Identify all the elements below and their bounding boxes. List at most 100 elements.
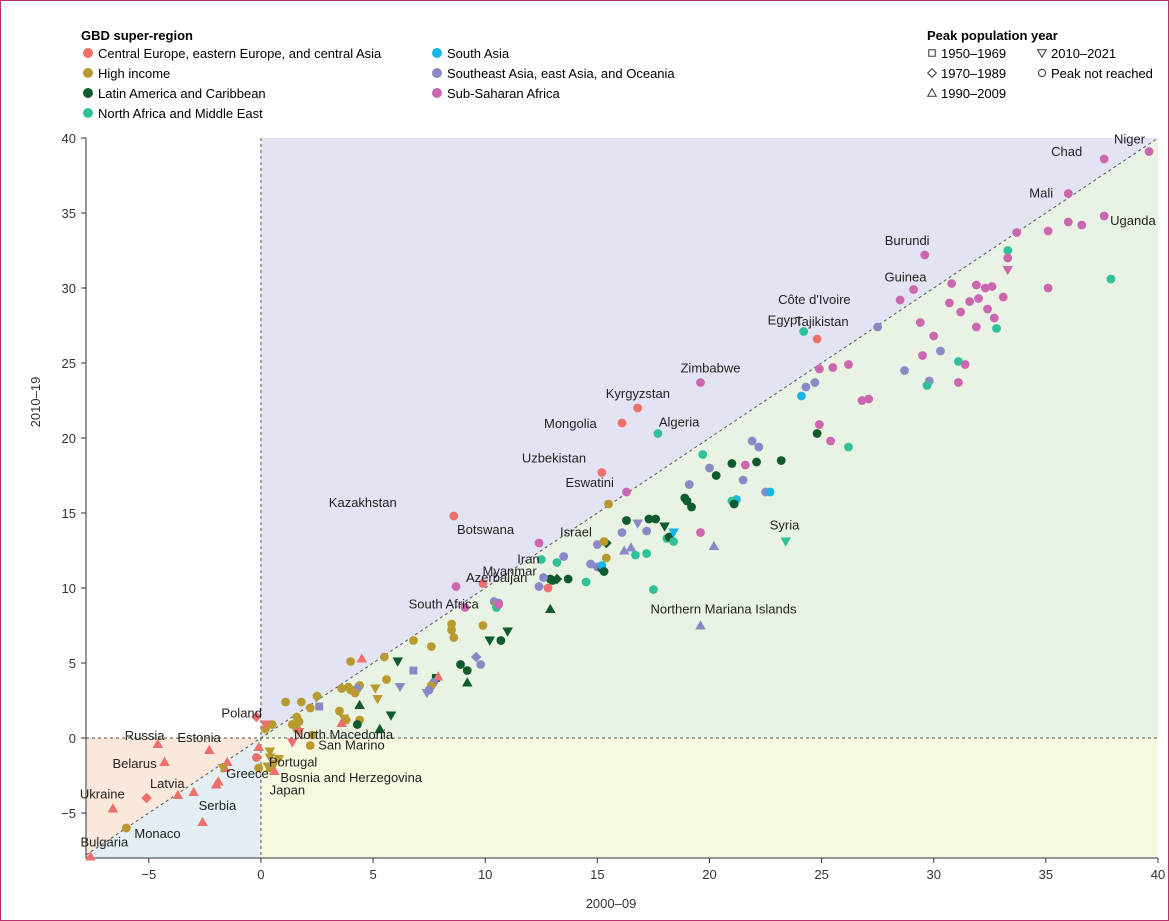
data-point: [478, 579, 488, 588]
data-point: [711, 471, 721, 480]
data-point: [305, 703, 315, 713]
data-point-labeled: [909, 285, 918, 294]
data-point: [496, 636, 506, 645]
data-point: [252, 753, 261, 762]
data-point: [983, 304, 992, 314]
data-point: [960, 360, 970, 369]
data-point: [844, 360, 853, 369]
data-point-labeled: [260, 720, 271, 730]
point-label: Mali: [1029, 186, 1053, 201]
data-point-labeled: [812, 334, 822, 344]
data-point: [281, 697, 290, 707]
legend-peak-label: 1950–1969: [941, 46, 1006, 61]
legend-peak-label: Peak not reached: [1051, 66, 1153, 81]
data-point: [1077, 220, 1087, 230]
legends: GBD super-region Central Europe, eastern …: [81, 28, 1153, 121]
data-point: [801, 382, 811, 392]
point-label: Algeria: [659, 415, 700, 430]
legend-region-label: North Africa and Middle East: [98, 106, 263, 121]
y-tick-label: 25: [62, 356, 76, 371]
x-tick-label: 35: [1039, 867, 1053, 882]
data-point: [141, 792, 152, 804]
y-tick-label: 0: [69, 731, 76, 746]
data-point-labeled: [696, 378, 705, 387]
data-point: [394, 683, 406, 693]
data-point-labeled: [695, 620, 706, 630]
data-point: [828, 363, 838, 372]
data-point: [335, 706, 344, 716]
x-tick-label: 5: [369, 867, 376, 882]
data-point: [918, 351, 927, 360]
x-tick-label: 15: [590, 867, 604, 882]
data-point: [315, 702, 324, 711]
data-point-labeled: [543, 583, 553, 593]
point-label: Zimbabwe: [680, 361, 740, 376]
data-point: [350, 688, 360, 698]
data-point: [873, 322, 883, 332]
data-point-labeled: [895, 295, 905, 305]
data-point: [729, 499, 739, 509]
data-point: [372, 695, 383, 705]
data-point: [267, 720, 277, 729]
data-point: [971, 322, 981, 332]
data-point: [971, 280, 981, 290]
data-point-labeled: [85, 851, 96, 861]
data-point: [563, 574, 573, 584]
data-point: [379, 652, 389, 662]
data-point: [974, 294, 983, 303]
data-point: [632, 519, 643, 529]
data-point-labeled: [305, 741, 315, 750]
legend-region-swatch: [432, 88, 442, 98]
data-point: [668, 528, 679, 538]
legend-region-label: Central Europe, eastern Europe, and cent…: [98, 46, 382, 61]
data-point: [622, 516, 631, 525]
data-point: [545, 603, 556, 613]
x-tick-label: 20: [702, 867, 716, 882]
legend-peak-label: 2010–2021: [1051, 46, 1116, 61]
data-point: [747, 436, 757, 446]
data-point: [308, 730, 317, 740]
legend-region-label: South Asia: [447, 46, 510, 61]
data-point-labeled: [449, 511, 459, 521]
data-point: [502, 627, 513, 637]
data-point: [287, 720, 297, 729]
y-tick-label: 15: [62, 506, 76, 521]
data-point: [696, 528, 705, 537]
data-point: [797, 391, 806, 401]
data-point: [826, 436, 835, 446]
data-point: [559, 552, 569, 561]
data-point: [1043, 226, 1053, 236]
data-point-labeled: [536, 555, 546, 564]
data-point: [936, 346, 945, 356]
data-point: [814, 364, 824, 374]
y-tick-label: 35: [62, 206, 76, 221]
data-point-labeled: [197, 816, 208, 826]
reference-lines: [85, 137, 1159, 858]
data-points: [85, 147, 1154, 861]
data-point: [682, 496, 692, 506]
data-point: [812, 429, 822, 438]
legend-peak-swatch: [928, 49, 936, 57]
data-point: [449, 633, 459, 642]
x-tick-label: 10: [478, 867, 492, 882]
data-point-labeled: [597, 468, 607, 477]
data-point-labeled: [1099, 211, 1109, 221]
data-point: [287, 738, 298, 748]
legend-region-swatch: [83, 108, 93, 118]
legend-region-swatch: [432, 48, 442, 58]
point-label: Syria: [770, 518, 800, 533]
data-point: [374, 723, 386, 733]
x-tick-label: 30: [926, 867, 940, 882]
y-tick-label: 5: [69, 656, 76, 671]
x-tick-label: 0: [257, 867, 264, 882]
data-point-labeled: [622, 487, 631, 497]
point-label: Eswatini: [565, 475, 614, 490]
data-point: [987, 282, 997, 291]
data-point: [478, 621, 488, 630]
data-point: [385, 711, 397, 721]
data-point: [484, 636, 495, 646]
data-point: [857, 396, 867, 405]
data-point: [740, 460, 750, 470]
data-point: [451, 582, 461, 591]
